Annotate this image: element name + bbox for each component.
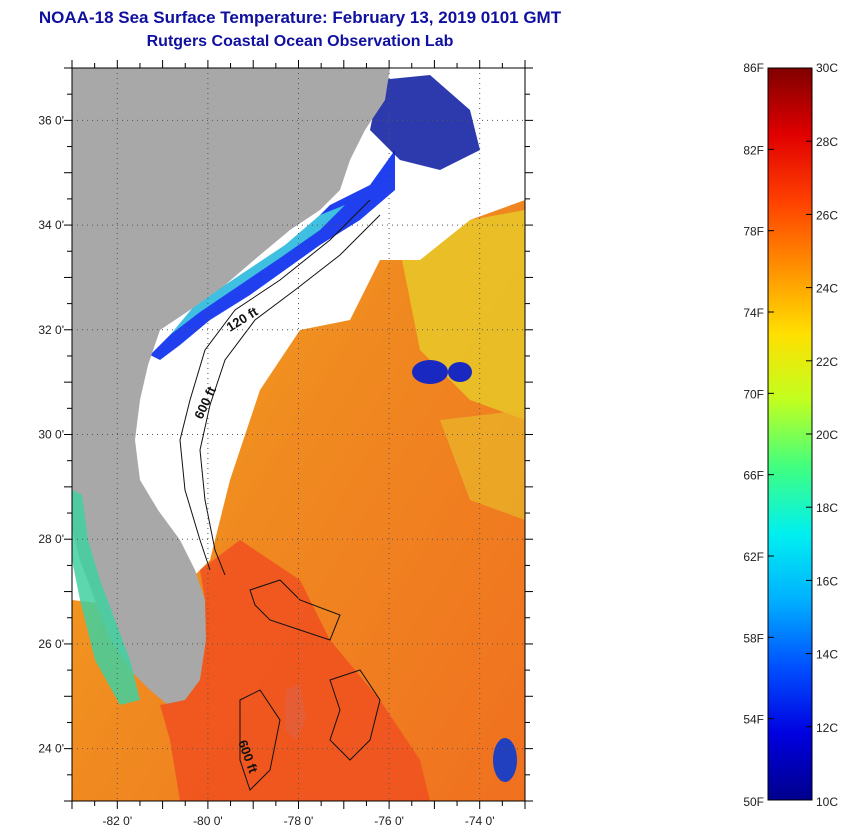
- cold-eddy-3: [493, 738, 517, 782]
- longitude-labels: -82 0' -80 0' -78 0' -76 0' -74 0': [102, 814, 494, 828]
- cold-eddy-2: [448, 362, 472, 382]
- colorbar-gradient: [767, 67, 813, 801]
- bahamas-contour-3: [239, 689, 281, 791]
- fahrenheit-scale: 86F 82F 78F 74F 70F 66F 62F 58F 54F 50F: [743, 61, 774, 809]
- lat-tick-label: 24 0': [38, 742, 64, 756]
- celsius-label: 22C: [816, 355, 838, 369]
- fahrenheit-label: 78F: [743, 225, 764, 239]
- celsius-label: 10C: [816, 795, 838, 809]
- map-title: NOAA-18 Sea Surface Temperature: Februar…: [38, 8, 562, 27]
- celsius-label: 26C: [816, 208, 838, 222]
- fahrenheit-label: 50F: [743, 795, 764, 809]
- celsius-label: 14C: [816, 648, 838, 662]
- fahrenheit-label: 54F: [743, 713, 764, 727]
- lat-tick-label: 28 0': [38, 532, 64, 546]
- cold-coastal-band: [150, 150, 395, 360]
- fahrenheit-label: 66F: [743, 469, 764, 483]
- land-mass: [72, 68, 390, 705]
- cold-estuary: [370, 75, 480, 170]
- celsius-label: 12C: [816, 721, 838, 735]
- fahrenheit-label: 70F: [743, 387, 764, 401]
- fahrenheit-label: 74F: [743, 306, 764, 320]
- fahrenheit-label: 82F: [743, 143, 764, 157]
- fahrenheit-label: 62F: [743, 550, 764, 564]
- map-subtitle: Rutgers Coastal Ocean Observation Lab: [146, 33, 454, 50]
- celsius-label: 16C: [816, 574, 838, 588]
- celsius-label: 24C: [816, 282, 838, 296]
- lat-tick-label: 34 0': [38, 218, 64, 232]
- gulf-stream-hot: [160, 540, 430, 801]
- celsius-label: 28C: [816, 135, 838, 149]
- grid-lines: [72, 68, 525, 801]
- cool-water-patch: [400, 210, 525, 420]
- celsius-label: 20C: [816, 428, 838, 442]
- lon-tick-label: -74 0': [465, 814, 495, 828]
- celsius-label: 18C: [816, 501, 838, 515]
- depth-contour-600ft: [199, 214, 381, 576]
- lat-tick-label: 36 0': [38, 113, 64, 127]
- lon-tick-label: -78 0': [284, 814, 314, 828]
- depth-contour-120ft: [179, 199, 371, 571]
- cold-eddy-1: [412, 360, 448, 384]
- bahamas-contour: [249, 579, 341, 641]
- latitude-labels: 36 0' 34 0' 32 0' 30 0' 28 0' 26 0' 24 0': [38, 113, 64, 755]
- lon-tick-label: -80 0': [193, 814, 223, 828]
- lat-tick-label: 26 0': [38, 637, 64, 651]
- cool-water-patch-2: [440, 410, 525, 520]
- lat-tick-label: 30 0': [38, 428, 64, 442]
- axis-ticks: [64, 60, 533, 809]
- cyan-coastal-band: [170, 205, 345, 335]
- lat-tick-label: 32 0': [38, 323, 64, 337]
- fahrenheit-label: 86F: [743, 61, 764, 75]
- bahamas-contour-2: [329, 669, 381, 761]
- west-coast-green: [72, 490, 140, 705]
- celsius-label: 30C: [816, 61, 838, 75]
- lon-tick-label: -76 0': [374, 814, 404, 828]
- celsius-scale: 30C 28C 26C 24C 22C 20C 18C 16C 14C 12C 10C: [806, 61, 838, 809]
- lon-tick-label: -82 0': [102, 814, 132, 828]
- fahrenheit-label: 58F: [743, 631, 764, 645]
